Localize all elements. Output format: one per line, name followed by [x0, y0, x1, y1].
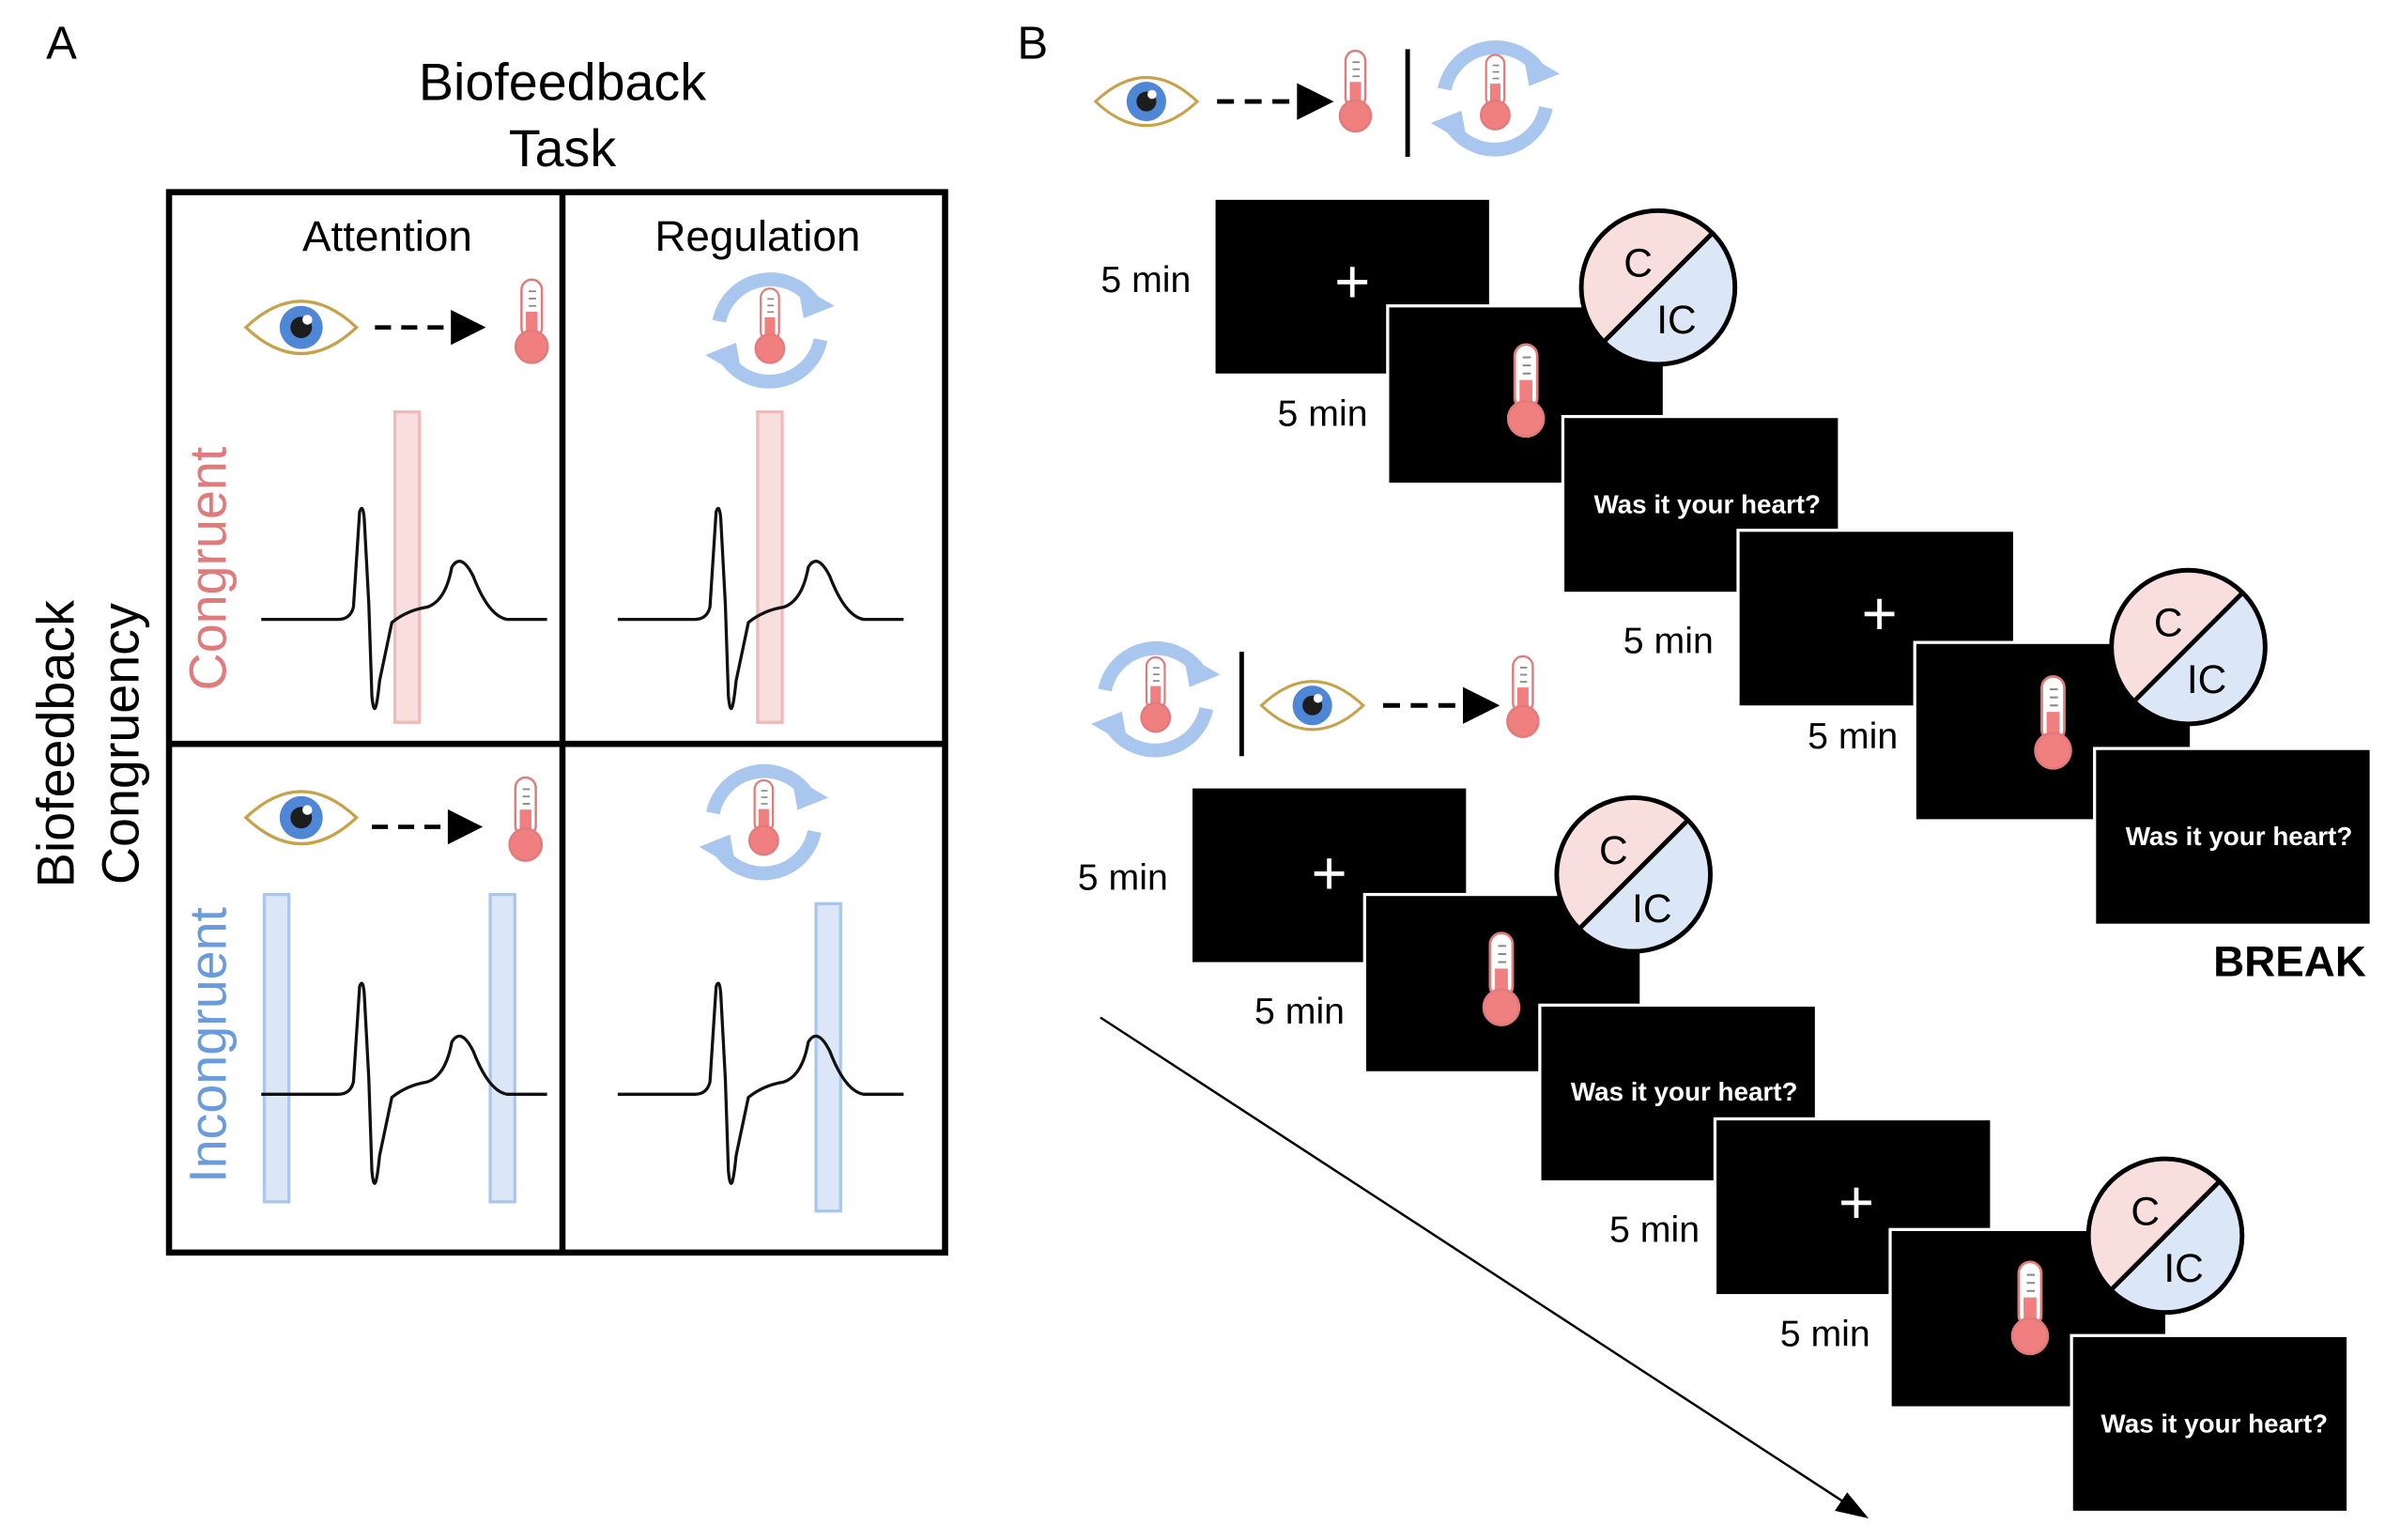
ecg-waveform: [616, 981, 905, 1185]
duration-label: 5 min: [1623, 621, 1714, 662]
dashed-arrow-icon: [372, 809, 483, 844]
congruent-window-highlight: [756, 410, 784, 724]
trial-block: 5 min + 5 min Was it your heart? C IC: [1100, 195, 1841, 595]
circle-label-congruent: C: [2154, 601, 2183, 646]
row-label-congruent: Congruent: [179, 446, 238, 690]
order-legend-top: [1094, 47, 1560, 157]
circle-label-congruent: C: [2131, 1189, 2160, 1234]
question-text: Was it your heart?: [1571, 1077, 1798, 1106]
thermometer-icon: [754, 287, 786, 364]
fixation-cross-icon: +: [1334, 247, 1370, 316]
column-header-attention: Attention: [302, 212, 472, 260]
duration-label: 5 min: [1078, 857, 1168, 899]
break-label: BREAK: [2213, 937, 2366, 985]
congruency-title-line1: Biofeedback: [27, 600, 85, 887]
column-header-regulation: Regulation: [654, 212, 860, 260]
thermometer-icon: [514, 278, 549, 364]
task-title-line1: Biofeedback: [419, 53, 706, 111]
thermometer-icon: [2034, 674, 2072, 770]
question-text: Was it your heart?: [1593, 490, 1821, 519]
duration-label: 5 min: [1254, 991, 1345, 1032]
question-text: Was it your heart?: [2126, 822, 2353, 851]
trial-block: 5 min + 5 min Was it your heart? C IC: [1078, 782, 1819, 1184]
attention-congruent-cell: [244, 278, 549, 724]
question-text: Was it your heart?: [2101, 1409, 2329, 1438]
circle-label-congruent: C: [1623, 241, 1653, 286]
regulation-incongruent-cell: [616, 771, 905, 1213]
task-title-line2: Task: [509, 119, 617, 177]
panel-b-label: B: [1017, 18, 1048, 69]
eye-icon: [1259, 680, 1365, 732]
regulation-congruent-cell: [616, 280, 905, 724]
congruency-title-line2: Congruency: [91, 603, 149, 885]
thermometer-icon: [747, 778, 779, 856]
panel-a-label: A: [46, 18, 77, 69]
thermometer-icon: [1479, 54, 1511, 131]
trial-block: 5 min + 5 min Was it your heart? C IC: [1623, 529, 2373, 927]
thermometer-icon: [2010, 1260, 2050, 1356]
dashed-arrow-icon: [375, 310, 485, 345]
condition-grid: [165, 189, 948, 1256]
question-screen: [2093, 747, 2373, 927]
fixation-cross-icon: +: [1861, 579, 1897, 648]
thermometer-icon: [508, 776, 544, 862]
duration-label: 5 min: [1780, 1314, 1870, 1355]
dashed-arrow-icon: [1383, 687, 1500, 724]
eye-icon: [244, 300, 359, 356]
fixation-cross-icon: +: [1839, 1168, 1874, 1237]
eye-icon: [244, 790, 359, 846]
thermometer-icon: [1338, 49, 1373, 133]
circle-label-incongruent: IC: [2187, 657, 2227, 702]
eye-icon: [1094, 75, 1199, 128]
congruent-window-highlight: [392, 410, 422, 724]
time-arrow: [1100, 1016, 1870, 1519]
duration-label: 5 min: [1278, 393, 1368, 434]
circle-label-congruent: C: [1599, 828, 1628, 873]
duration-label: 5 min: [1808, 716, 1898, 757]
row-label-incongruent: Incongruent: [179, 907, 238, 1183]
trial-block: 5 min + 5 min Was it your heart? C IC: [1609, 1116, 2350, 1515]
incongruent-window-highlight: [262, 892, 291, 1204]
circle-label-incongruent: IC: [1632, 886, 1672, 932]
order-legend-middle: [1091, 648, 1540, 756]
thermometer-icon: [1140, 655, 1172, 733]
dashed-arrow-icon: [1217, 83, 1333, 119]
duration-label: 5 min: [1100, 259, 1191, 300]
incongruent-window-highlight: [488, 892, 516, 1204]
duration-label: 5 min: [1609, 1209, 1700, 1250]
thermometer-icon: [1506, 654, 1540, 738]
thermometer-icon: [1506, 343, 1546, 439]
circle-label-incongruent: IC: [2163, 1246, 2204, 1291]
attention-incongruent-cell: [244, 776, 549, 1204]
question-screen: [2070, 1333, 2350, 1515]
thermometer-icon: [1482, 932, 1521, 1026]
incongruent-window-highlight: [814, 901, 842, 1213]
fixation-cross-icon: +: [1312, 839, 1347, 908]
circle-label-incongruent: IC: [1656, 298, 1697, 343]
